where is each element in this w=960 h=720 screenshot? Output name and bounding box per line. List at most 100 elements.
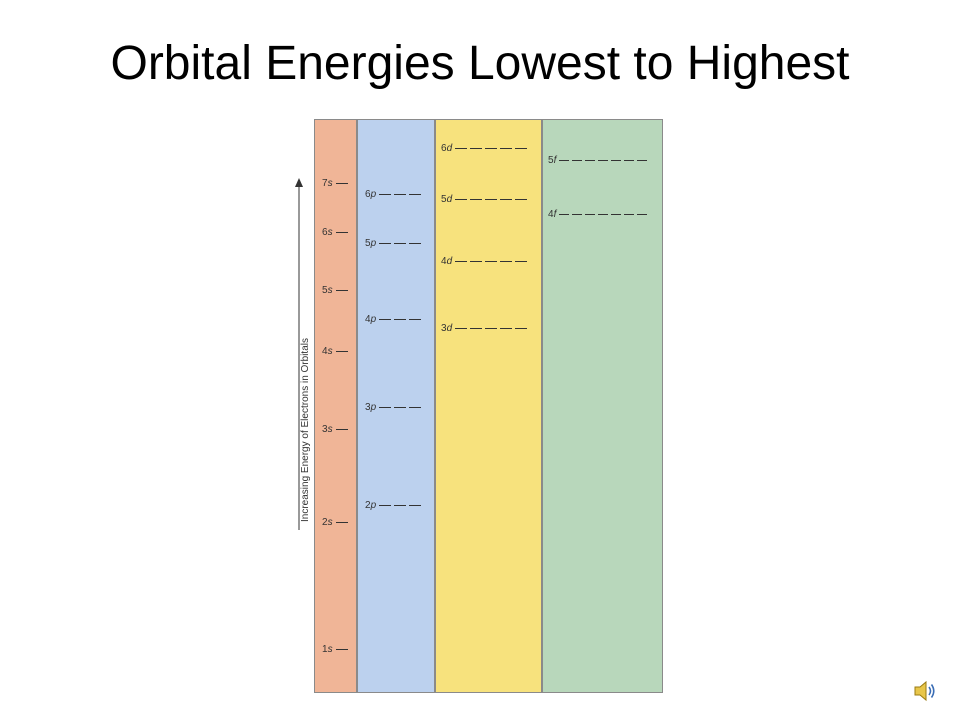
orbital-dash — [485, 198, 498, 200]
orbital-dash — [409, 242, 422, 244]
orbital-level-3d: 3d — [441, 323, 528, 334]
orbital-level-2p: 2p — [365, 500, 422, 511]
orbital-letter: p — [370, 402, 377, 413]
orbital-dash — [585, 159, 596, 161]
orbital-dash — [485, 327, 498, 329]
orbital-dash — [379, 193, 392, 195]
orbital-dash — [394, 193, 407, 195]
orbital-level-5s: 5s — [322, 285, 348, 296]
orbital-number: 6 — [365, 189, 371, 200]
orbital-dash — [335, 648, 348, 650]
orbital-letter: p — [370, 189, 377, 200]
orbital-dash — [572, 159, 583, 161]
orbital-letter: s — [327, 424, 333, 435]
orbital-letter: s — [327, 346, 333, 357]
orbital-number: 3 — [441, 323, 447, 334]
orbital-number: 4 — [322, 346, 328, 357]
orbital-number: 3 — [365, 402, 371, 413]
energy-axis-label: Increasing Energy of Electrons in Orbita… — [300, 338, 311, 522]
orbital-dash — [515, 327, 528, 329]
orbital-dash — [611, 159, 622, 161]
orbital-dash — [455, 260, 468, 262]
orbital-dash — [485, 260, 498, 262]
orbital-letter: p — [370, 500, 377, 511]
orbital-dash — [335, 521, 348, 523]
orbital-dash — [637, 159, 648, 161]
orbital-dash — [598, 213, 609, 215]
orbital-letter: d — [446, 194, 453, 205]
orbital-dash — [515, 260, 528, 262]
orbital-letter: d — [446, 256, 453, 267]
orbital-dash — [500, 327, 513, 329]
orbital-number: 5 — [365, 238, 371, 249]
orbital-dash — [598, 159, 609, 161]
orbital-number: 4 — [548, 209, 554, 220]
orbital-dash — [335, 182, 348, 184]
orbital-letter: s — [327, 178, 333, 189]
orbital-letter: f — [553, 209, 557, 220]
orbital-dash — [559, 159, 570, 161]
orbital-number: 5 — [548, 155, 554, 166]
orbital-level-6s: 6s — [322, 227, 348, 238]
orbital-dash — [485, 147, 498, 149]
orbital-letter: p — [370, 238, 377, 249]
f-orbital-column — [542, 119, 663, 693]
orbital-level-5f: 5f — [548, 155, 648, 166]
orbital-dash — [409, 504, 422, 506]
orbital-number: 4 — [365, 314, 371, 325]
orbital-number: 4 — [441, 256, 447, 267]
orbital-level-4s: 4s — [322, 346, 348, 357]
orbital-dash — [585, 213, 596, 215]
orbital-letter: s — [327, 644, 333, 655]
orbital-dash — [409, 318, 422, 320]
p-orbital-column — [357, 119, 435, 693]
orbital-level-4f: 4f — [548, 209, 648, 220]
orbital-dash — [455, 327, 468, 329]
orbital-dash — [455, 198, 468, 200]
orbital-level-3s: 3s — [322, 424, 348, 435]
orbital-letter: f — [553, 155, 557, 166]
orbital-number: 6 — [322, 227, 328, 238]
orbital-dash — [455, 147, 468, 149]
orbital-level-5d: 5d — [441, 194, 528, 205]
orbital-dash — [409, 406, 422, 408]
orbital-dash — [559, 213, 570, 215]
orbital-dash — [394, 406, 407, 408]
orbital-level-4p: 4p — [365, 314, 422, 325]
orbital-dash — [572, 213, 583, 215]
orbital-dash — [470, 260, 483, 262]
orbital-dash — [611, 213, 622, 215]
orbital-number: 7 — [322, 178, 328, 189]
orbital-level-5p: 5p — [365, 238, 422, 249]
orbital-number: 6 — [441, 143, 447, 154]
orbital-dash — [500, 260, 513, 262]
orbital-dash — [335, 428, 348, 430]
orbital-letter: d — [446, 143, 453, 154]
energy-axis-arrow-icon — [295, 178, 303, 530]
orbital-number: 5 — [322, 285, 328, 296]
orbital-dash — [394, 318, 407, 320]
orbital-dash — [470, 198, 483, 200]
orbital-dash — [379, 242, 392, 244]
orbital-dash — [409, 193, 422, 195]
orbital-dash — [379, 504, 392, 506]
orbital-dash — [379, 406, 392, 408]
orbital-dash — [470, 147, 483, 149]
orbital-dash — [500, 198, 513, 200]
orbital-dash — [515, 198, 528, 200]
orbital-dash — [335, 231, 348, 233]
orbital-letter: s — [327, 517, 333, 528]
orbital-level-6d: 6d — [441, 143, 528, 154]
orbital-letter: s — [327, 285, 333, 296]
orbital-letter: p — [370, 314, 377, 325]
orbital-level-2s: 2s — [322, 517, 348, 528]
orbital-letter: s — [327, 227, 333, 238]
orbital-dash — [394, 504, 407, 506]
orbital-number: 5 — [441, 194, 447, 205]
orbital-level-1s: 1s — [322, 644, 348, 655]
orbital-number: 1 — [322, 644, 328, 655]
d-orbital-column — [435, 119, 542, 693]
orbital-dash — [335, 289, 348, 291]
orbital-dash — [335, 350, 348, 352]
speaker-icon[interactable] — [912, 678, 938, 704]
